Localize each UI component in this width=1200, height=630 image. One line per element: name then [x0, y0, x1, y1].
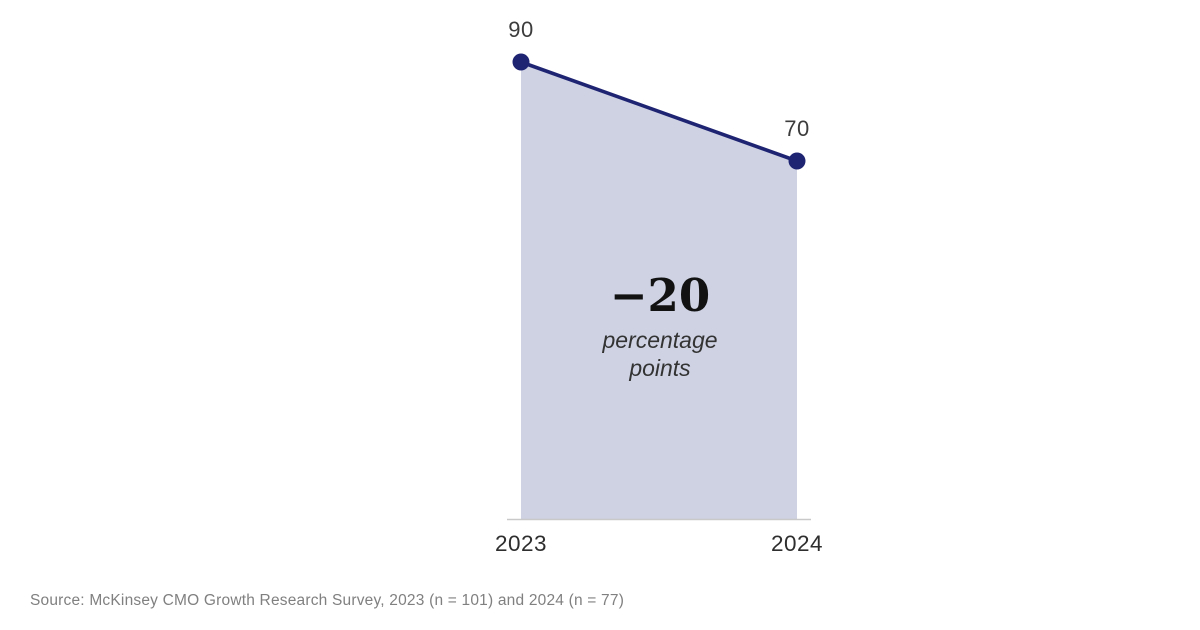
data-point-2024	[788, 152, 806, 170]
area-fill	[521, 62, 797, 520]
x-tick-label-2023: 2023	[494, 531, 548, 556]
x-tick-label-2024: 2024	[770, 531, 824, 556]
delta-value: −20	[609, 269, 711, 322]
delta-unit: percentage points	[602, 327, 718, 382]
trend-line	[520, 60, 798, 163]
source-note: Source: McKinsey CMO Growth Research Sur…	[30, 592, 625, 609]
point-value-label-2023: 90	[508, 17, 534, 42]
delta-annotation: −20 percentage points	[593, 272, 727, 382]
point-value-label-2024: 70	[784, 116, 810, 141]
data-point-2023	[512, 53, 530, 71]
